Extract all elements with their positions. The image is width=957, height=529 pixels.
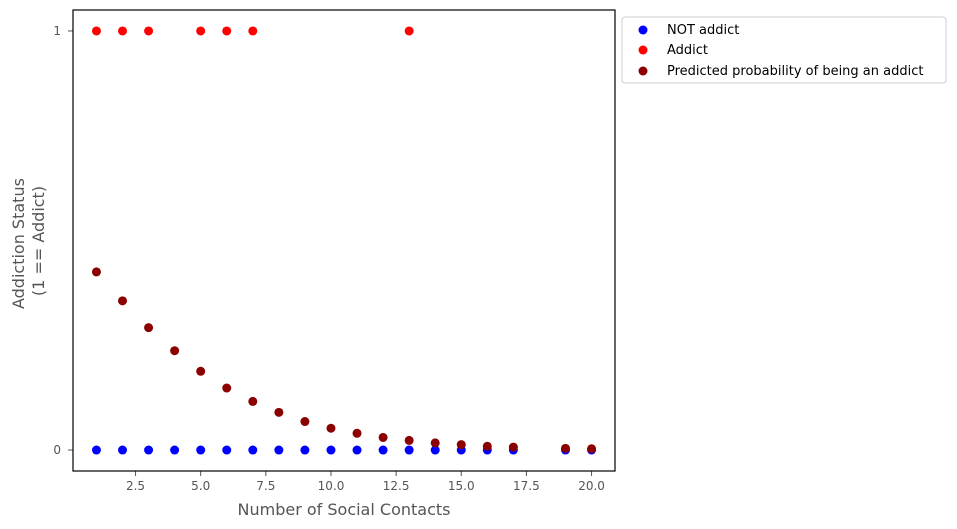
not-addict-point: [326, 445, 336, 455]
predicted-probability-point: [404, 435, 414, 445]
not-addict-point: [248, 445, 258, 455]
not-addict-point: [300, 445, 310, 455]
not-addict-point: [378, 445, 388, 455]
addict-point: [196, 26, 206, 36]
predicted-probability-point: [248, 396, 258, 406]
x-axis-ticks: 2.5 5.0 7.5 10.0 12.5 15.0 17.5 20.0: [126, 471, 605, 493]
x-tick-label: 17.5: [513, 479, 540, 493]
predicted-probability-point: [144, 323, 154, 333]
plot-background: [73, 10, 615, 471]
predicted-probability-point: [456, 440, 466, 450]
addict-point: [404, 26, 414, 36]
y-axis-title-line-1: Addiction Status: [9, 178, 28, 309]
x-tick-label: 15.0: [448, 479, 475, 493]
predicted-probability-point: [482, 441, 492, 451]
addict-point: [222, 26, 232, 36]
addict-point: [248, 26, 258, 36]
predicted-probability-point: [222, 383, 232, 393]
predicted-probability-point: [378, 432, 388, 442]
legend-label-addict: Addict: [667, 43, 708, 58]
x-tick-label: 10.0: [318, 479, 345, 493]
y-tick-label: 1: [53, 24, 61, 38]
predicted-probability-point: [326, 423, 336, 433]
not-addict-point: [430, 445, 440, 455]
legend: NOT addict Addict Predicted probability …: [621, 16, 947, 84]
legend-marker-not-addict: [638, 25, 648, 35]
predicted-probability-point: [587, 444, 597, 454]
y-axis-ticks: 01: [53, 24, 73, 457]
not-addict-point: [404, 445, 414, 455]
addict-point: [144, 26, 154, 36]
predicted-probability-point: [118, 296, 128, 306]
x-axis-title: Number of Social Contacts: [238, 500, 451, 519]
predicted-probability-point: [196, 366, 206, 376]
not-addict-point: [91, 445, 101, 455]
not-addict-point: [352, 445, 362, 455]
y-tick-label: 0: [53, 443, 61, 457]
addict-point: [91, 26, 101, 36]
x-tick-label: 12.5: [383, 479, 410, 493]
plot-frame: [72, 9, 616, 472]
predicted-probability-point: [91, 267, 101, 277]
x-tick-label: 2.5: [126, 479, 145, 493]
x-tick-label: 7.5: [256, 479, 275, 493]
x-tick-label: 5.0: [191, 479, 210, 493]
addict-point: [118, 26, 128, 36]
not-addict-point: [118, 445, 128, 455]
predicted-probability-point: [170, 346, 180, 356]
predicted-probability-point: [508, 442, 518, 452]
data-points: [91, 26, 597, 455]
x-tick-label: 20.0: [578, 479, 605, 493]
y-axis-title: Addiction Status (1 == Addict): [9, 173, 48, 309]
not-addict-point: [170, 445, 180, 455]
not-addict-point: [222, 445, 232, 455]
not-addict-point: [196, 445, 206, 455]
predicted-probability-point: [300, 417, 310, 427]
not-addict-point: [274, 445, 284, 455]
legend-marker-predicted: [638, 66, 648, 76]
legend-marker-addict: [638, 45, 648, 55]
legend-label-not-addict: NOT addict: [667, 23, 739, 38]
legend-frame: [621, 16, 947, 84]
legend-label-predicted: Predicted probability of being an addict: [667, 64, 923, 79]
predicted-probability-point: [274, 407, 284, 417]
predicted-probability-point: [352, 428, 362, 438]
y-axis-title-line-2: (1 == Addict): [29, 186, 48, 296]
predicted-probability-point: [430, 438, 440, 448]
predicted-probability-point: [560, 443, 570, 453]
not-addict-point: [144, 445, 154, 455]
